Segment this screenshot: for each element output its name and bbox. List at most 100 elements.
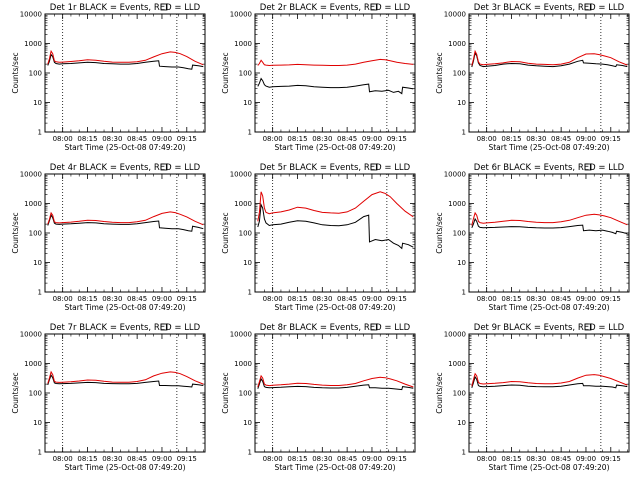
chart-panel-2: Det 2r BLACK = Events, RED = LLD 1 10 100 10… (221, 3, 416, 152)
x-tick-label: 09:15 (387, 135, 407, 143)
title-box-mark (370, 3, 378, 11)
y-tick-label: 100 (239, 230, 252, 238)
y-tick-label: 10000 (230, 331, 252, 339)
x-tick-label: 09:00 (576, 295, 596, 303)
y-tick-label: 100 (239, 70, 252, 78)
y-tick-label: 10000 (444, 331, 466, 339)
x-tick-label: 08:00 (263, 135, 283, 143)
plot-frame (254, 13, 416, 133)
x-tick-label: 08:15 (501, 295, 521, 303)
panel-title: Det 1r BLACK = Events, RED = LLD (50, 3, 201, 13)
y-tick-label: 10000 (444, 11, 466, 19)
series-events-line (471, 375, 628, 389)
chart-panel-7: Det 7r BLACK = Events, RED = LLD 1 10 100 10… (11, 323, 206, 472)
x-axis-label: Start Time (25-Oct-08 07:49:20) (274, 143, 395, 152)
series-events-line (257, 377, 414, 391)
series-lld-line (471, 372, 628, 387)
y-tick-label: 1000 (24, 200, 42, 208)
panel-title: Det 5r BLACK = Events, RED = LLD (260, 163, 411, 173)
y-axis-label: Counts/sec (435, 212, 444, 253)
x-tick-label: 08:15 (77, 455, 97, 463)
y-tick-label: 1 (462, 289, 466, 297)
plot-frame (254, 173, 416, 293)
x-tick-label: 08:45 (551, 135, 571, 143)
y-tick-label: 1000 (24, 360, 42, 368)
x-tick-label: 08:00 (53, 135, 73, 143)
x-tick-label: 09:00 (362, 295, 382, 303)
series-events-line (257, 77, 414, 95)
x-tick-label: 08:15 (287, 295, 307, 303)
y-tick-label: 1000 (234, 200, 252, 208)
x-tick-label: 08:00 (53, 455, 73, 463)
x-axis-label: Start Time (25-Oct-08 07:49:20) (274, 303, 395, 312)
y-tick-label: 1000 (448, 40, 466, 48)
y-tick-label: 1000 (234, 40, 252, 48)
chart-panel-8: Det 8r BLACK = Events, RED = LLD 1 10 100 10… (221, 323, 416, 472)
x-tick-label: 08:00 (477, 295, 497, 303)
series-lld-line (47, 211, 204, 226)
x-tick-label: 08:45 (127, 455, 147, 463)
series-lld-line (257, 374, 414, 388)
x-tick-label: 09:00 (152, 295, 172, 303)
x-tick-label: 08:15 (501, 455, 521, 463)
y-tick-label: 10000 (20, 11, 42, 19)
y-axis-label: Counts/sec (435, 52, 444, 93)
x-tick-label: 08:30 (312, 295, 332, 303)
series-events-line (471, 217, 628, 235)
x-tick-label: 09:00 (576, 455, 596, 463)
x-tick-label: 08:45 (551, 295, 571, 303)
chart-panel-6: Det 6r BLACK = Events, RED = LLD 1 10 100 10… (435, 163, 630, 312)
y-tick-label: 10000 (444, 171, 466, 179)
x-tick-label: 08:00 (53, 295, 73, 303)
y-tick-label: 1 (462, 129, 466, 137)
x-tick-label: 09:00 (362, 455, 382, 463)
x-axis-label: Start Time (25-Oct-08 07:49:20) (274, 463, 395, 472)
x-tick-label: 09:15 (601, 135, 621, 143)
y-tick-label: 10 (457, 419, 466, 427)
x-tick-label: 08:15 (287, 455, 307, 463)
panel-title: Det 4r BLACK = Events, RED = LLD (50, 163, 201, 173)
x-tick-label: 09:15 (177, 135, 197, 143)
x-tick-label: 09:15 (177, 455, 197, 463)
title-box-mark (370, 163, 378, 171)
x-tick-label: 09:00 (576, 135, 596, 143)
y-tick-label: 10000 (230, 171, 252, 179)
x-axis-label: Start Time (25-Oct-08 07:49:20) (64, 143, 185, 152)
y-tick-label: 10 (33, 419, 42, 427)
series-events-line (257, 202, 414, 250)
x-tick-label: 08:30 (102, 295, 122, 303)
series-lld-line (47, 370, 204, 385)
x-tick-label: 08:30 (312, 455, 332, 463)
panel-title: Det 9r BLACK = Events, RED = LLD (474, 323, 625, 333)
y-tick-label: 1 (462, 449, 466, 457)
series-lld-line (257, 191, 414, 222)
plot-frame (468, 173, 630, 293)
y-axis-label: Counts/sec (11, 52, 20, 93)
y-tick-label: 10000 (230, 11, 252, 19)
y-tick-label: 1 (248, 129, 252, 137)
series-lld-line (47, 49, 204, 66)
x-tick-label: 09:15 (601, 295, 621, 303)
y-tick-label: 100 (29, 230, 42, 238)
x-tick-label: 08:00 (263, 295, 283, 303)
y-tick-label: 10 (457, 99, 466, 107)
y-tick-label: 10000 (20, 331, 42, 339)
panel-title: Det 3r BLACK = Events, RED = LLD (474, 3, 625, 13)
x-tick-label: 08:45 (127, 135, 147, 143)
x-axis-label: Start Time (25-Oct-08 07:49:20) (488, 303, 609, 312)
y-tick-label: 1000 (24, 40, 42, 48)
chart-panel-5: Det 5r BLACK = Events, RED = LLD 1 10 100 10… (221, 163, 416, 312)
y-tick-label: 100 (29, 70, 42, 78)
chart-panel-9: Det 9r BLACK = Events, RED = LLD 1 10 100 10… (435, 323, 630, 472)
x-tick-label: 08:00 (477, 135, 497, 143)
x-tick-label: 08:45 (337, 295, 357, 303)
y-tick-label: 100 (453, 70, 466, 78)
x-tick-label: 09:15 (177, 295, 197, 303)
chart-panel-4: Det 4r BLACK = Events, RED = LLD 1 10 100 10… (11, 163, 206, 312)
plot-frame (44, 13, 206, 133)
y-axis-label: Counts/sec (435, 372, 444, 413)
x-tick-label: 08:30 (526, 135, 546, 143)
panel-title: Det 8r BLACK = Events, RED = LLD (260, 323, 411, 333)
x-tick-label: 08:15 (287, 135, 307, 143)
x-tick-label: 08:30 (102, 455, 122, 463)
